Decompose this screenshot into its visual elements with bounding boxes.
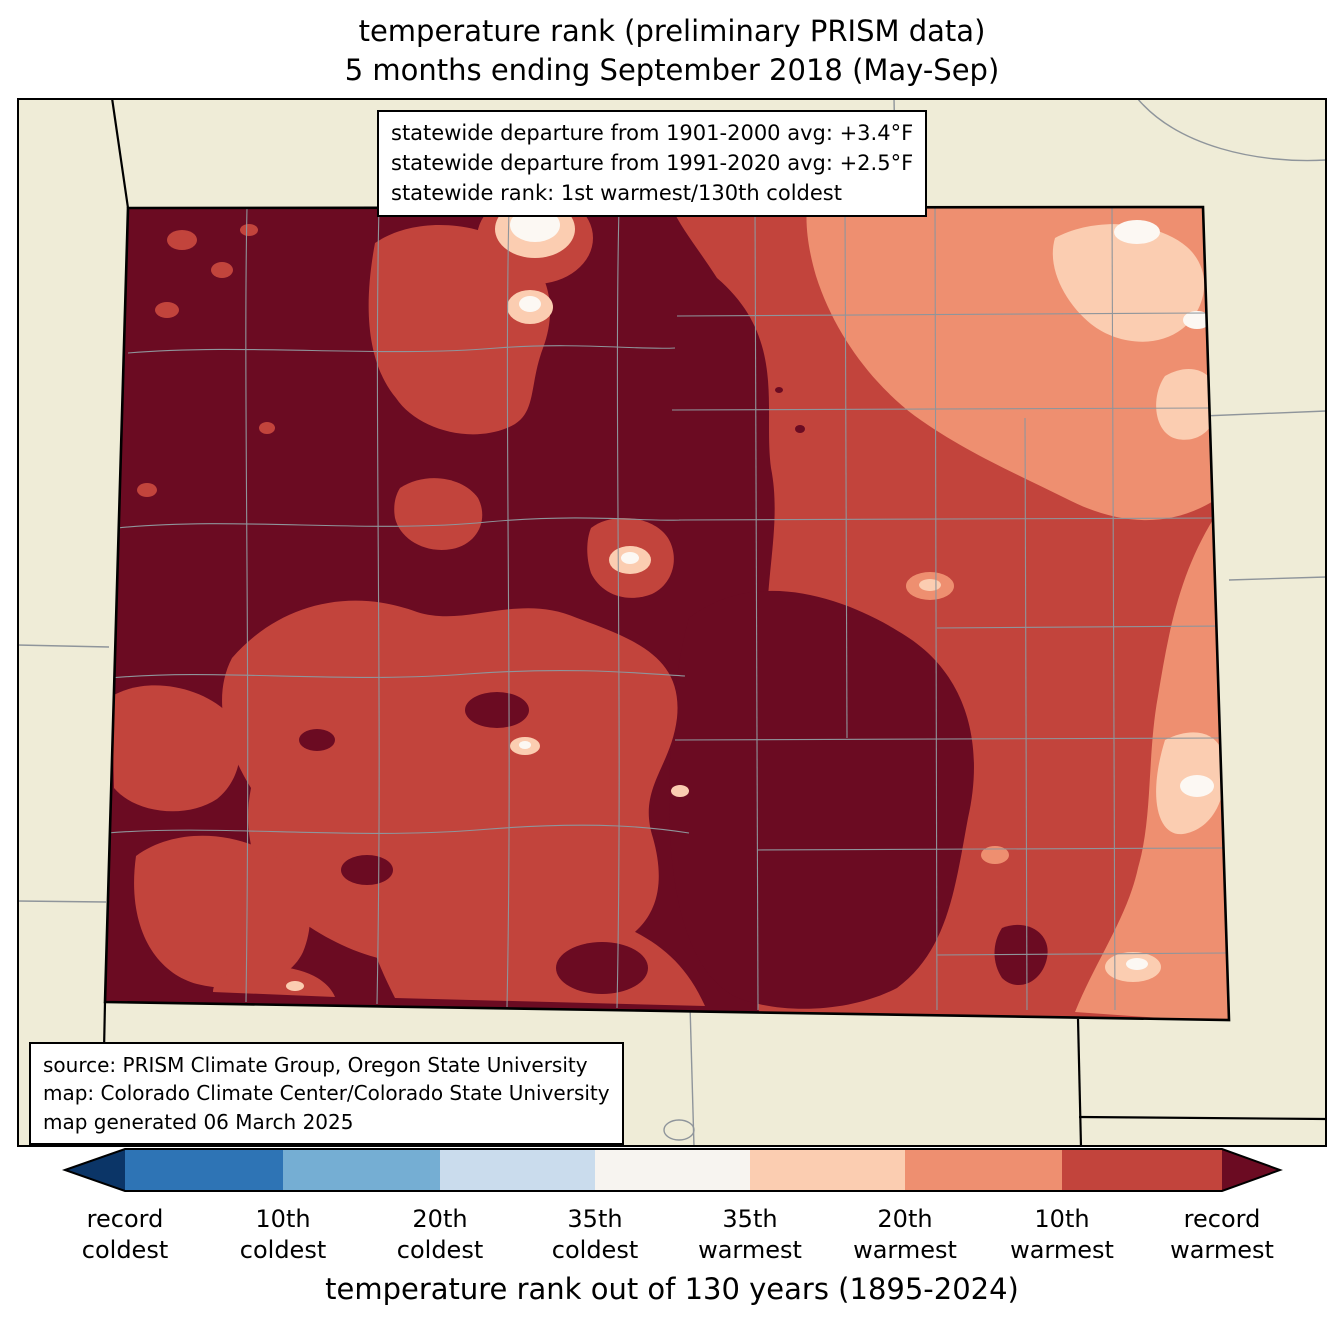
map-area: statewide departure from 1901-2000 avg: … [17, 98, 1327, 1147]
stats-line2: statewide departure from 1991-2020 avg: … [391, 150, 914, 175]
legend-caption: temperature rank out of 130 years (1895-… [325, 1272, 1019, 1306]
source-box: source: PRISM Climate Group, Oregon Stat… [29, 1042, 624, 1146]
legend-colorbar [61, 1148, 1283, 1192]
axes-frame [17, 98, 1327, 1147]
county-boundaries [106, 207, 1227, 1011]
page-title: temperature rank (preliminary PRISM data… [0, 12, 1344, 90]
legend-segment-3 [440, 1149, 595, 1191]
legend-segment-0 [65, 1149, 125, 1191]
legend-label-20th-coldest: 20th coldest [396, 1205, 484, 1264]
legend-segment-1 [125, 1149, 283, 1191]
stats-line3: statewide rank: 1st warmest/130th coldes… [391, 180, 842, 205]
source-line2: map: Colorado Climate Center/Colorado St… [43, 1081, 610, 1106]
legend-label-10th-warmest: 10th warmest [1010, 1205, 1114, 1264]
legend-segment-5 [750, 1149, 905, 1191]
legend-segment-6 [905, 1149, 1062, 1191]
legend-label-10th-coldest: 10th coldest [239, 1205, 327, 1264]
colorado-map [17, 98, 1327, 1147]
stats-line1: statewide departure from 1901-2000 avg: … [391, 121, 914, 145]
legend-segment-2 [283, 1149, 440, 1191]
page-title-line1: temperature rank (preliminary PRISM data… [358, 14, 986, 48]
source-line1: source: PRISM Climate Group, Oregon Stat… [43, 1053, 588, 1077]
legend-segment-8 [1222, 1149, 1280, 1191]
legend-label-35th-coldest: 35th coldest [551, 1205, 639, 1264]
source-line3: map generated 06 March 2025 [43, 1109, 354, 1134]
legend-label-record-coldest: record coldest [81, 1205, 169, 1264]
legend-label-record-warmest: record warmest [1170, 1205, 1274, 1264]
stats-box: statewide departure from 1901-2000 avg: … [377, 110, 928, 218]
legend-label-35th-warmest: 35th warmest [698, 1205, 802, 1264]
page-title-line2: 5 months ending September 2018 (May-Sep) [344, 52, 1000, 87]
legend-outline [61, 1148, 1283, 1192]
temperature-rank-regions [105, 207, 1229, 1020]
legend-segment-7 [1062, 1149, 1222, 1191]
legend-segment-4 [595, 1149, 750, 1191]
legend-label-20th-warmest: 20th warmest [853, 1205, 957, 1264]
